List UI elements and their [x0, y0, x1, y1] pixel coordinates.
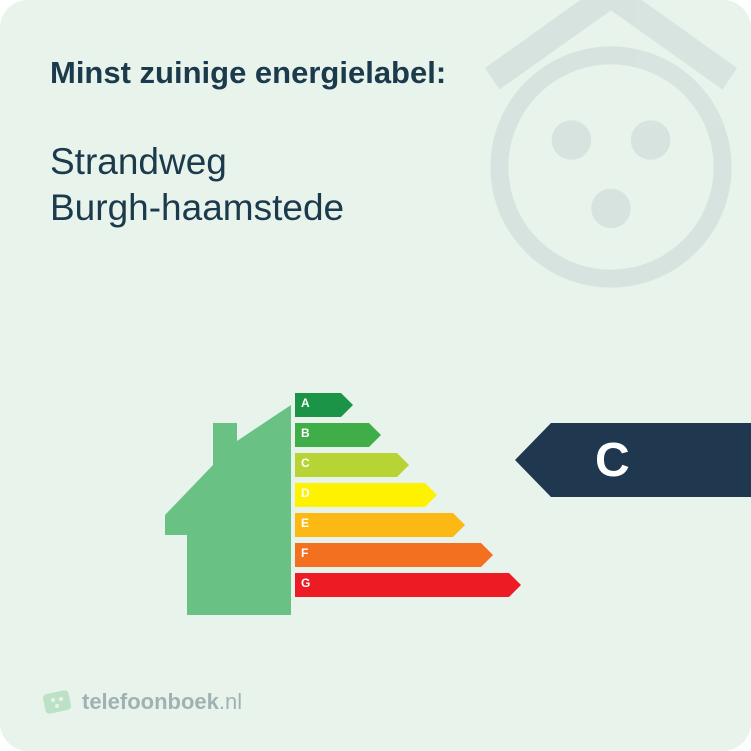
bar-label: A: [301, 396, 310, 410]
bar-label: F: [301, 546, 308, 560]
location-text: Strandweg Burgh-haamstede: [50, 139, 701, 232]
brand-text: telefoonboek.nl: [82, 689, 242, 715]
location-line-1: Strandweg: [50, 139, 701, 185]
energy-bar-f: F: [295, 543, 509, 567]
bar-label: B: [301, 426, 310, 440]
energy-chart: A B C D E F G C: [0, 375, 751, 635]
bar-fill: D: [295, 483, 425, 507]
location-line-2: Burgh-haamstede: [50, 185, 701, 231]
brand-reg: .nl: [219, 689, 242, 714]
energy-bars: A B C D E F G: [295, 393, 509, 597]
energy-bar-d: D: [295, 483, 509, 507]
energy-bar-e: E: [295, 513, 509, 537]
bar-fill: C: [295, 453, 397, 477]
rating-letter: C: [595, 433, 630, 488]
bar-fill: A: [295, 393, 341, 417]
bar-label: G: [301, 576, 310, 590]
bar-label: E: [301, 516, 309, 530]
bar-label: D: [301, 486, 310, 500]
bar-fill: G: [295, 573, 509, 597]
energy-bar-c: C: [295, 453, 509, 477]
bar-fill: F: [295, 543, 481, 567]
bar-fill: B: [295, 423, 369, 447]
footer-brand: telefoonboek.nl: [42, 687, 242, 717]
house-icon: [165, 405, 295, 615]
card-title: Minst zuinige energielabel:: [50, 55, 701, 91]
energy-label-card: Minst zuinige energielabel: Strandweg Bu…: [0, 0, 751, 751]
brand-bold: telefoonboek: [82, 689, 219, 714]
brand-icon: [42, 687, 72, 717]
rating-tag: C: [551, 423, 751, 497]
bar-fill: E: [295, 513, 453, 537]
energy-bar-a: A: [295, 393, 509, 417]
bar-label: C: [301, 456, 310, 470]
energy-bar-g: G: [295, 573, 509, 597]
energy-bar-b: B: [295, 423, 509, 447]
